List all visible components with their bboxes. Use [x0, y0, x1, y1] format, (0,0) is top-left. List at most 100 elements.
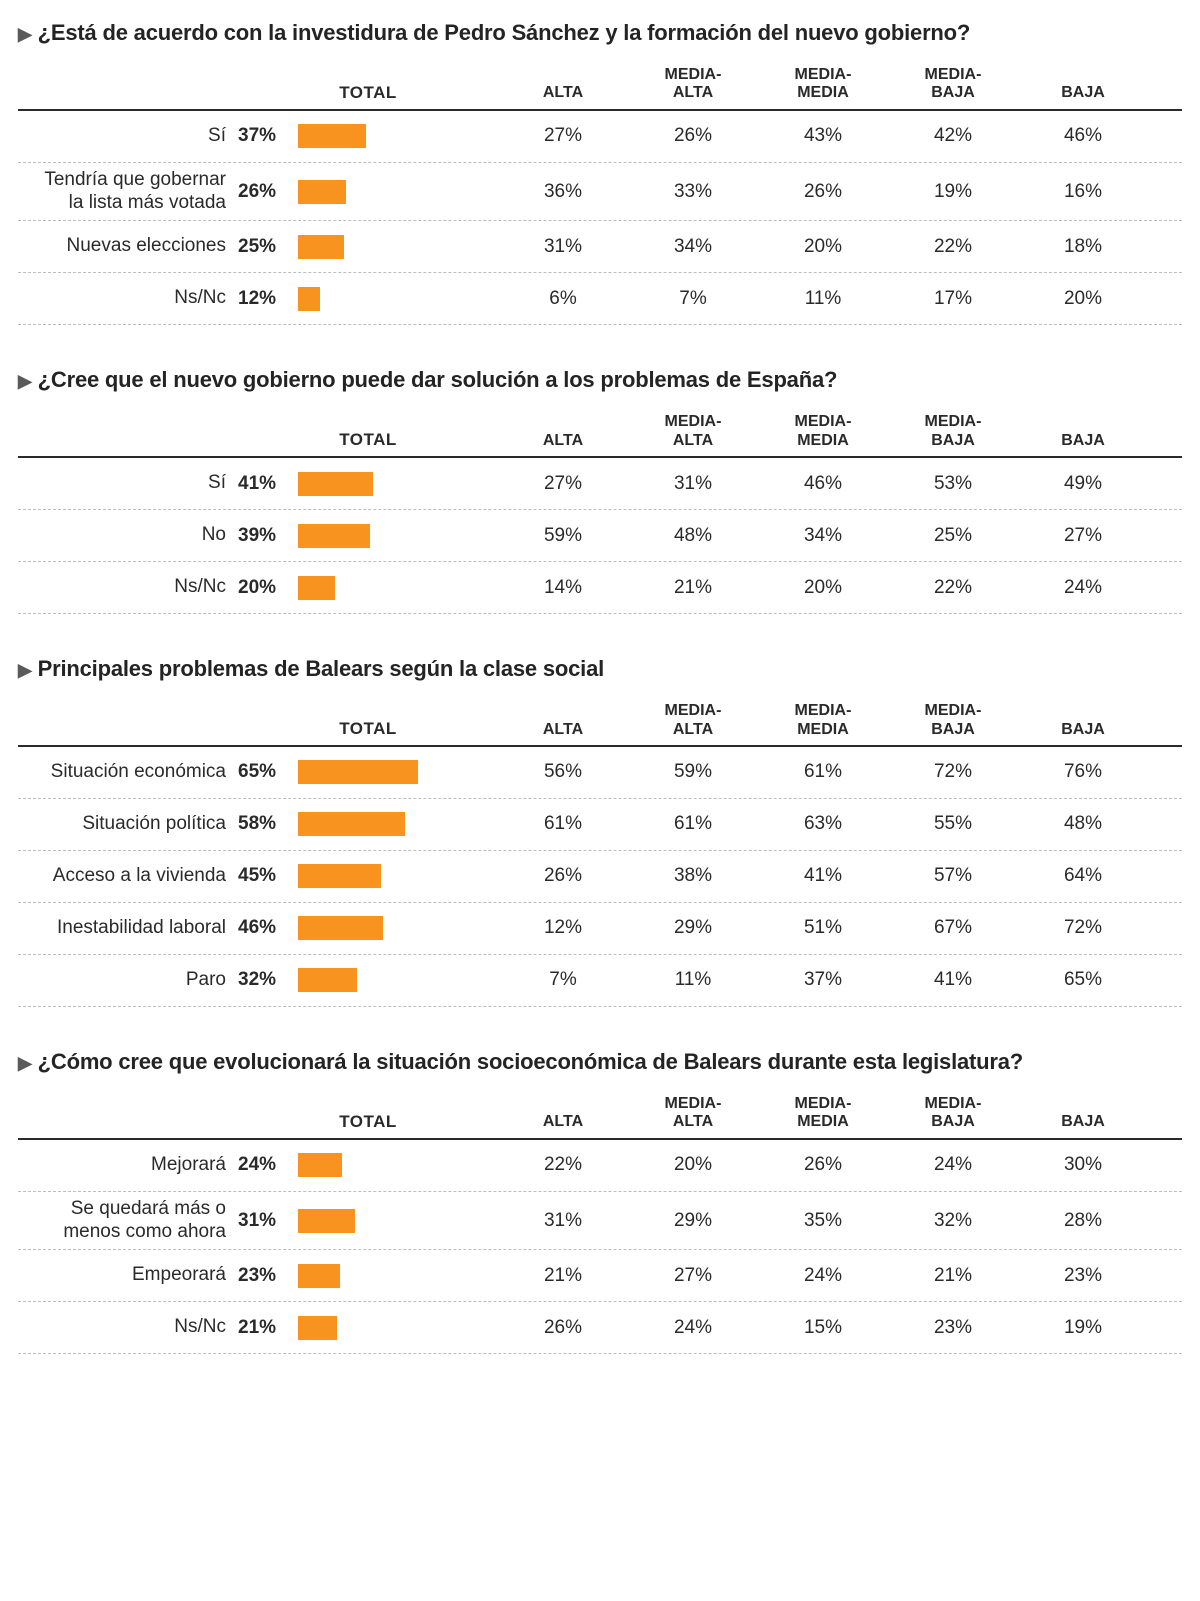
row-column-value: 34%	[758, 525, 888, 547]
bar-track	[298, 235, 482, 259]
header-column: MEDIA- MEDIA	[758, 702, 888, 739]
row-column-value: 23%	[888, 1317, 1018, 1339]
row-column-value: 22%	[888, 236, 1018, 258]
table-header-row: TOTALALTAMEDIA- ALTAMEDIA- MEDIAMEDIA- B…	[18, 702, 1182, 747]
row-column-value: 46%	[758, 473, 888, 495]
table-row: Situación política58%61%61%63%55%48%	[18, 799, 1182, 851]
section-title: ▶¿Cómo cree que evolucionará la situació…	[18, 1049, 1182, 1077]
row-total-pct: 45%	[238, 865, 298, 887]
section-title-text: ¿Cree que el nuevo gobierno puede dar so…	[38, 367, 838, 393]
row-column-value: 20%	[758, 577, 888, 599]
row-column-value: 67%	[888, 917, 1018, 939]
bar-track	[298, 124, 482, 148]
row-bar-cell	[298, 524, 498, 548]
section-title-text: ¿Está de acuerdo con la investidura de P…	[38, 20, 971, 46]
table-row: Paro32%7%11%37%41%65%	[18, 955, 1182, 1007]
bar-track	[298, 760, 482, 784]
header-column: MEDIA- MEDIA	[758, 413, 888, 450]
bar-fill	[298, 1153, 342, 1177]
section-title: ▶Principales problemas de Balears según …	[18, 656, 1182, 684]
row-column-value: 24%	[1018, 577, 1148, 599]
header-column: BAJA	[1018, 432, 1148, 450]
row-bar-cell	[298, 968, 498, 992]
row-total-pct: 39%	[238, 525, 298, 547]
row-column-value: 26%	[498, 1317, 628, 1339]
row-column-value: 26%	[758, 1154, 888, 1176]
row-column-value: 20%	[758, 236, 888, 258]
header-column: MEDIA- BAJA	[888, 66, 1018, 103]
table-row: Mejorará24%22%20%26%24%30%	[18, 1140, 1182, 1192]
row-column-value: 15%	[758, 1317, 888, 1339]
row-column-value: 46%	[1018, 125, 1148, 147]
row-label: Mejorará	[18, 1154, 238, 1177]
section-title-text: Principales problemas de Balears según l…	[38, 656, 604, 682]
row-column-value: 14%	[498, 577, 628, 599]
row-column-value: 29%	[628, 1210, 758, 1232]
row-column-value: 24%	[888, 1154, 1018, 1176]
table-row: Nuevas elecciones25%31%34%20%22%18%	[18, 221, 1182, 273]
row-bar-cell	[298, 864, 498, 888]
row-column-value: 65%	[1018, 969, 1148, 991]
row-label: Ns/Nc	[18, 287, 238, 310]
row-total-pct: 20%	[238, 577, 298, 599]
row-column-value: 49%	[1018, 473, 1148, 495]
row-column-value: 32%	[888, 1210, 1018, 1232]
header-column: MEDIA- BAJA	[888, 702, 1018, 739]
triangle-icon: ▶	[18, 20, 32, 48]
table-header-row: TOTALALTAMEDIA- ALTAMEDIA- MEDIAMEDIA- B…	[18, 1095, 1182, 1140]
bar-track	[298, 864, 482, 888]
row-label: Sí	[18, 472, 238, 495]
bar-fill	[298, 180, 346, 204]
row-column-value: 35%	[758, 1210, 888, 1232]
row-column-value: 38%	[628, 865, 758, 887]
row-column-value: 72%	[1018, 917, 1148, 939]
header-total: TOTAL	[238, 1112, 498, 1132]
bar-track	[298, 916, 482, 940]
row-label: Inestabilidad laboral	[18, 917, 238, 940]
row-total-pct: 25%	[238, 236, 298, 258]
table-row: Ns/Nc20%14%21%20%22%24%	[18, 562, 1182, 614]
row-column-value: 63%	[758, 813, 888, 835]
row-label: Paro	[18, 969, 238, 992]
row-column-value: 22%	[888, 577, 1018, 599]
bar-fill	[298, 1209, 355, 1233]
table-row: Se quedará más o menos como ahora31%31%2…	[18, 1192, 1182, 1251]
table-row: Ns/Nc12%6%7%11%17%20%	[18, 273, 1182, 325]
row-column-value: 19%	[1018, 1317, 1148, 1339]
bar-fill	[298, 524, 370, 548]
survey-section: ▶¿Cómo cree que evolucionará la situació…	[18, 1049, 1182, 1354]
row-column-value: 41%	[888, 969, 1018, 991]
header-column: MEDIA- BAJA	[888, 413, 1018, 450]
bar-track	[298, 472, 482, 496]
header-column: BAJA	[1018, 84, 1148, 102]
row-bar-cell	[298, 1153, 498, 1177]
row-bar-cell	[298, 916, 498, 940]
row-column-value: 43%	[758, 125, 888, 147]
row-column-value: 27%	[498, 473, 628, 495]
row-bar-cell	[298, 235, 498, 259]
row-column-value: 34%	[628, 236, 758, 258]
row-column-value: 61%	[628, 813, 758, 835]
row-bar-cell	[298, 1264, 498, 1288]
row-column-value: 26%	[628, 125, 758, 147]
row-column-value: 17%	[888, 288, 1018, 310]
row-total-pct: 23%	[238, 1265, 298, 1287]
row-total-pct: 26%	[238, 181, 298, 203]
row-bar-cell	[298, 180, 498, 204]
row-column-value: 42%	[888, 125, 1018, 147]
row-bar-cell	[298, 576, 498, 600]
row-column-value: 21%	[628, 577, 758, 599]
survey-table: TOTALALTAMEDIA- ALTAMEDIA- MEDIAMEDIA- B…	[18, 1095, 1182, 1354]
row-label: Ns/Nc	[18, 1316, 238, 1339]
header-total: TOTAL	[238, 719, 498, 739]
table-row: Situación económica65%56%59%61%72%76%	[18, 747, 1182, 799]
triangle-icon: ▶	[18, 367, 32, 395]
row-total-pct: 21%	[238, 1317, 298, 1339]
bar-track	[298, 968, 482, 992]
row-column-value: 56%	[498, 761, 628, 783]
row-label: Tendría que gobernar la lista más votada	[18, 169, 238, 215]
row-bar-cell	[298, 1316, 498, 1340]
bar-fill	[298, 235, 344, 259]
row-total-pct: 65%	[238, 761, 298, 783]
row-column-value: 23%	[1018, 1265, 1148, 1287]
